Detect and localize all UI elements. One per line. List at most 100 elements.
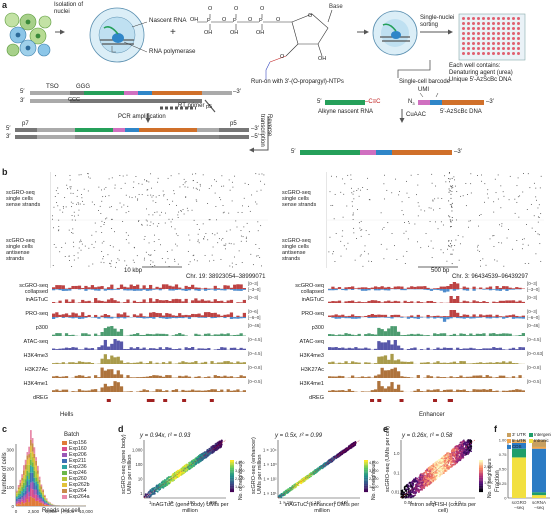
read-dot bbox=[163, 194, 165, 195]
signal-bar bbox=[390, 288, 394, 289]
hist-bin bbox=[23, 470, 25, 476]
scatter-point bbox=[167, 476, 170, 479]
plate-well bbox=[507, 32, 510, 35]
signal-bar bbox=[518, 375, 522, 378]
p5-label-b: p5 bbox=[206, 104, 213, 110]
signal-bar bbox=[184, 362, 188, 364]
signal-bar bbox=[403, 334, 407, 336]
read-dot bbox=[119, 202, 121, 204]
track-label: ATAC-seq bbox=[23, 339, 48, 345]
read-dot bbox=[368, 233, 370, 235]
fit-line bbox=[143, 439, 227, 499]
c-legend-text: Exp260 bbox=[69, 476, 87, 482]
read-dot bbox=[197, 239, 199, 241]
signal-bar bbox=[482, 363, 486, 364]
signal-bar bbox=[200, 299, 204, 303]
signal-bar bbox=[207, 348, 211, 350]
signal-bar bbox=[136, 362, 140, 364]
read-dot bbox=[146, 208, 147, 210]
signal-bar bbox=[126, 287, 130, 289]
signal-bar bbox=[373, 300, 378, 303]
hist-bin bbox=[31, 462, 34, 467]
signal-bar bbox=[239, 362, 243, 364]
read-dot bbox=[111, 177, 113, 179]
plate-well bbox=[492, 42, 495, 45]
signal-bar bbox=[367, 288, 371, 289]
hist-bin bbox=[40, 486, 43, 490]
read-dot bbox=[383, 227, 385, 228]
dreg-peak bbox=[163, 399, 168, 402]
signal-bar bbox=[129, 377, 133, 378]
read-dot bbox=[252, 264, 254, 266]
signal-bar bbox=[168, 301, 172, 303]
signal-bar bbox=[433, 362, 437, 364]
signal-bar bbox=[126, 391, 130, 392]
signal-bar bbox=[360, 391, 365, 392]
signal-bar bbox=[456, 312, 460, 317]
read-dot bbox=[258, 248, 260, 249]
signal-bar bbox=[77, 375, 82, 378]
read-dot bbox=[537, 233, 539, 235]
signal-bar-neg bbox=[364, 289, 368, 291]
signal-bar bbox=[97, 377, 101, 378]
hist-bin bbox=[23, 500, 25, 504]
signal-bar bbox=[380, 367, 384, 378]
c-legend-text: Exp206 bbox=[69, 452, 87, 458]
read-dot bbox=[477, 244, 479, 246]
signal-bar bbox=[439, 362, 443, 364]
signal-bar bbox=[236, 315, 240, 317]
hist-bin bbox=[24, 485, 27, 491]
signal-bar bbox=[492, 391, 496, 392]
read-dot bbox=[417, 202, 419, 204]
signal-bar bbox=[187, 286, 192, 289]
barcode-label: Single-cell barcode bbox=[399, 79, 451, 85]
signal-bar-neg bbox=[370, 317, 374, 318]
signal-bar bbox=[521, 347, 525, 350]
read-dot bbox=[526, 209, 528, 210]
signal-bar-neg bbox=[383, 317, 388, 318]
signal-bar-neg bbox=[498, 289, 503, 291]
signal-bar-neg bbox=[456, 289, 460, 290]
track-range: [0–3] bbox=[527, 281, 538, 286]
signal-bar bbox=[456, 335, 460, 336]
read-dot bbox=[530, 203, 532, 205]
read-dot bbox=[408, 197, 410, 199]
read-dot bbox=[164, 222, 166, 224]
signal-bar bbox=[213, 312, 217, 317]
read-dot bbox=[154, 250, 156, 251]
read-dot bbox=[431, 257, 433, 259]
plate-well bbox=[487, 27, 490, 30]
signal-bar bbox=[433, 302, 437, 303]
plate-well bbox=[472, 42, 475, 45]
scatter-point bbox=[153, 490, 156, 493]
signal-bar bbox=[213, 363, 217, 364]
signal-bar bbox=[145, 349, 149, 350]
read-dot bbox=[334, 193, 336, 195]
signal-bar bbox=[334, 376, 338, 378]
hist-bin bbox=[37, 494, 39, 498]
signal-bar bbox=[446, 286, 450, 289]
read-dot bbox=[186, 207, 188, 209]
signal-bar bbox=[155, 286, 159, 289]
signal-bar bbox=[488, 286, 493, 289]
hist-bin bbox=[38, 499, 41, 503]
c-xtick: 2,500 bbox=[28, 509, 40, 514]
read-dot bbox=[158, 239, 160, 240]
signal-bar bbox=[439, 333, 443, 336]
hist-bin bbox=[24, 497, 27, 503]
hist-bin bbox=[38, 494, 41, 498]
signal-bar bbox=[357, 301, 361, 303]
signal-bar bbox=[158, 375, 162, 378]
read-dot bbox=[340, 191, 342, 193]
hist-bin bbox=[17, 501, 20, 504]
signal-bar bbox=[113, 328, 117, 336]
scatter-point bbox=[183, 471, 186, 474]
rt-primer-label: RT primer bbox=[178, 103, 205, 109]
read-dot bbox=[124, 260, 126, 262]
signal-bar bbox=[226, 389, 230, 392]
signal-bar bbox=[508, 348, 512, 350]
signal-bar bbox=[77, 349, 82, 350]
dreg-peak bbox=[150, 399, 155, 402]
scatter-point bbox=[173, 474, 176, 476]
hist-bin bbox=[40, 491, 43, 494]
